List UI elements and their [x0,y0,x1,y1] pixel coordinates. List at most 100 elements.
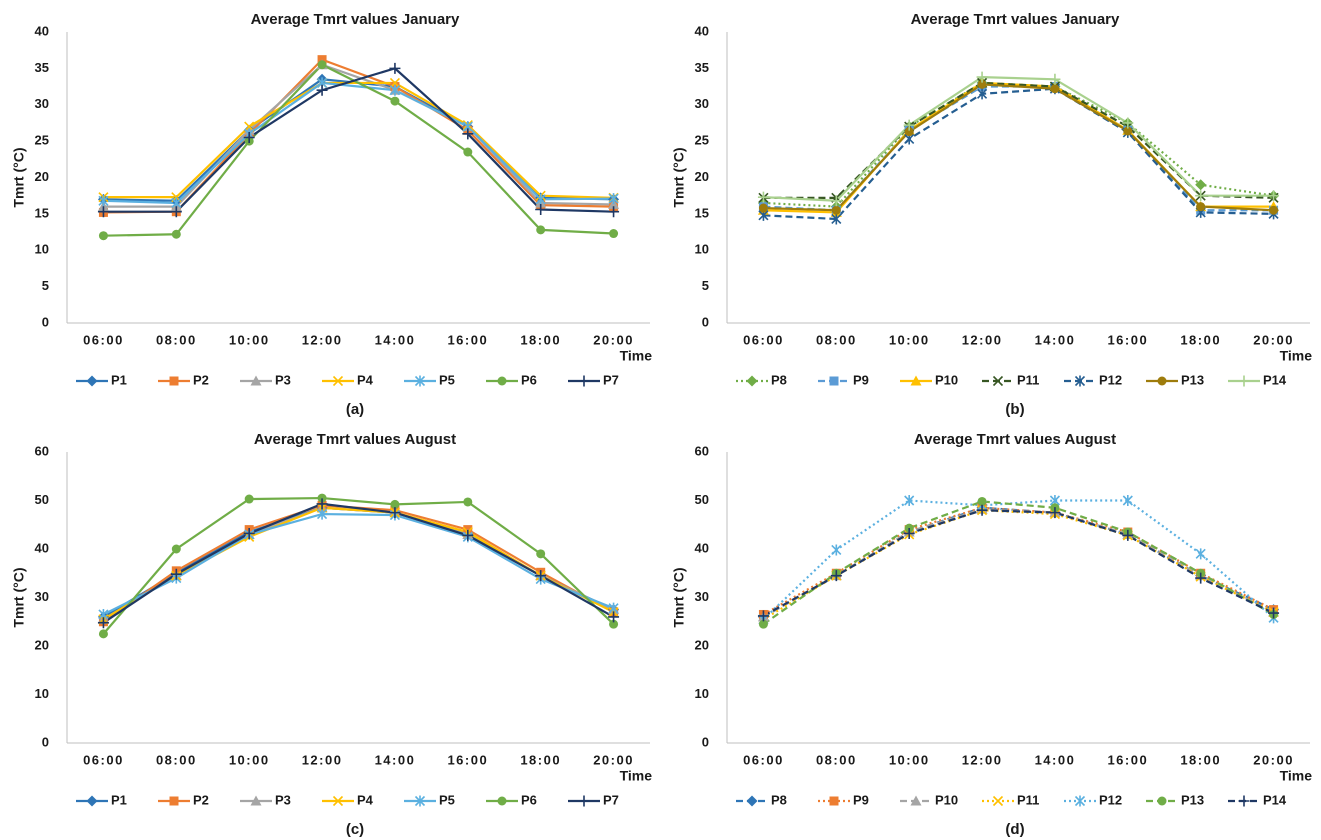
legend-marker [332,375,344,387]
legend-marker [250,375,262,386]
chart-panel: Average Tmrt values January Tmrt (°C) Time… [11,11,652,418]
marker [390,499,400,509]
marker [1195,179,1207,191]
y-tick-label: 30 [695,589,709,604]
series-line [103,81,614,199]
marker [244,121,255,132]
marker [389,77,401,88]
legend-marker [910,795,922,806]
legend-label: P13 [1181,792,1204,807]
marker [608,193,619,205]
marker [1049,73,1061,85]
series-line [102,504,615,623]
legend-marker [910,375,922,386]
y-tick-label: 35 [35,60,49,75]
panel-label: (a) [346,401,364,418]
x-tick-label: 18:00 [520,752,561,767]
series-line [763,81,1274,208]
y-tick-label: 5 [702,278,709,293]
series-line [763,83,1274,212]
marker [609,229,619,239]
marker [904,495,915,506]
legend-label: P3 [275,792,291,807]
series-line [102,506,615,621]
y-tick-label: 10 [695,242,709,257]
chart-title: Average Tmrt values January [911,11,1120,28]
marker [1268,190,1280,202]
marker [535,204,547,216]
y-tick-label: 50 [35,492,49,507]
y-tick-label: 15 [35,205,49,220]
x-tick-label: 08:00 [156,752,197,767]
chart-panel: Average Tmrt values January Tmrt (°C) Time… [671,11,1312,418]
x-tick-label: 16:00 [1107,332,1148,347]
x-tick-label: 06:00 [743,752,784,767]
series-line [762,509,1275,621]
y-tick-label: 15 [695,205,709,220]
x-tick-label: 14:00 [1035,752,1076,767]
y-tick-label: 20 [35,169,49,184]
marker [463,497,473,507]
legend-marker [169,796,179,806]
legend-label: P7 [603,792,619,807]
series-line [103,63,614,208]
marker [1049,507,1061,519]
marker [1050,84,1060,94]
y-tick-label: 30 [695,96,709,111]
legend-label: P12 [1099,792,1122,807]
x-tick-label: 16:00 [447,752,488,767]
y-tick-label: 0 [702,314,709,329]
marker [389,62,401,74]
x-tick-label: 20:00 [593,332,634,347]
legend-marker [332,795,344,807]
legend-label: P14 [1263,792,1287,807]
marker [317,493,327,503]
series-line [103,81,614,205]
legend-label: P11 [1017,372,1039,387]
legend-label: P4 [357,372,374,387]
legend-label: P2 [193,372,209,387]
legend-label: P14 [1263,372,1287,387]
legend-marker [578,795,590,807]
series-line [102,512,614,616]
marker [535,193,546,205]
legend-marker [746,375,758,387]
x-axis-label: Time [620,768,653,784]
marker [608,611,620,623]
legend-marker [169,376,179,386]
marker [389,507,401,519]
marker [977,79,987,89]
marker [536,225,546,235]
x-tick-label: 12:00 [962,752,1003,767]
x-tick-label: 12:00 [302,752,343,767]
marker [904,127,914,137]
marker [243,131,255,143]
panel-label: (b) [1005,401,1024,418]
marker [758,619,768,629]
y-tick-label: 25 [35,133,49,148]
legend-marker [1157,796,1167,806]
legend-marker [1238,795,1250,807]
marker [98,629,108,639]
marker [171,229,181,239]
x-tick-label: 10:00 [229,332,270,347]
legend-marker [414,795,426,807]
legend-label: P6 [521,792,537,807]
marker [1196,202,1206,212]
x-tick-label: 14:00 [1035,332,1076,347]
y-tick-label: 20 [695,169,709,184]
legend-label: P2 [193,792,209,807]
x-tick-label: 12:00 [962,332,1003,347]
y-tick-label: 0 [42,734,49,749]
x-tick-label: 20:00 [593,752,634,767]
marker [463,147,473,157]
marker [1195,548,1206,560]
marker [98,231,108,241]
marker [244,494,254,504]
marker [390,96,400,106]
legend-marker [992,795,1004,807]
series-line [762,506,1275,616]
marker [97,617,109,629]
legend-marker [829,376,839,386]
